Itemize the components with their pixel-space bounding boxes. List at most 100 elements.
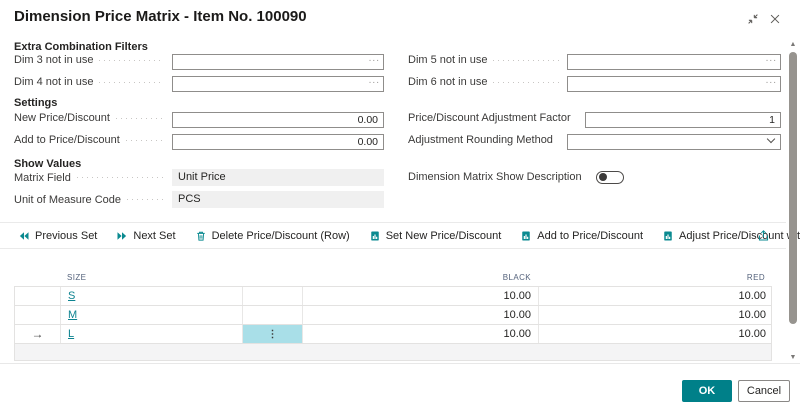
add-to-price-button[interactable]: Add to Price/Discount	[520, 230, 643, 242]
matrix-action-toolbar: Previous Set Next Set Delete Price/Disco…	[0, 222, 800, 249]
previous-set-icon	[19, 231, 29, 240]
collapse-window-icon[interactable]	[746, 12, 760, 26]
cancel-button[interactable]: Cancel	[738, 380, 790, 402]
trash-icon	[196, 231, 205, 241]
add-price-label: Add to Price/Discount	[14, 134, 120, 146]
red-price-cell[interactable]: 10.00	[738, 290, 766, 302]
rounding-method-label: Adjustment Rounding Method	[408, 134, 553, 146]
size-cell[interactable]: S	[61, 287, 243, 305]
dim5-input[interactable]	[567, 54, 781, 70]
new-price-label: New Price/Discount	[14, 112, 110, 124]
table-row-selected: → L ⋮ 10.00 10.00	[15, 325, 771, 344]
rounding-method-select[interactable]	[567, 134, 781, 150]
column-header-size: SIZE	[67, 273, 87, 282]
size-cell[interactable]: M	[61, 306, 243, 324]
field-row-dim3: Dim 3 not in use ...	[14, 52, 384, 70]
field-row-dim5: Dim 5 not in use ...	[408, 52, 781, 70]
dotted-leader	[127, 198, 164, 201]
dim4-input[interactable]	[172, 76, 384, 92]
field-row-dim4: Dim 4 not in use ...	[14, 74, 384, 92]
table-row: M 10.00 10.00	[15, 306, 771, 325]
grid-empty-area	[14, 344, 772, 361]
share-button[interactable]	[757, 229, 770, 242]
menu-cell[interactable]	[243, 306, 303, 324]
field-row-new-price: New Price/Discount	[14, 110, 384, 128]
set-new-price-button[interactable]: Set New Price/Discount	[369, 230, 501, 242]
field-row-uom: Unit of Measure Code PCS	[14, 191, 384, 208]
size-link[interactable]: L	[68, 328, 75, 340]
toggle-knob-icon	[598, 173, 607, 181]
previous-set-button[interactable]: Previous Set	[18, 230, 97, 242]
lookup-ellipsis-icon[interactable]: ...	[368, 75, 380, 86]
lookup-ellipsis-icon[interactable]: ...	[765, 75, 777, 86]
row-selector-cell[interactable]	[15, 306, 61, 324]
report-icon	[522, 231, 531, 240]
lookup-ellipsis-icon[interactable]: ...	[765, 53, 777, 64]
ok-button[interactable]: OK	[682, 380, 732, 402]
dim4-label: Dim 4 not in use	[14, 76, 94, 88]
lookup-ellipsis-icon[interactable]: ...	[368, 53, 380, 64]
delete-price-row-button[interactable]: Delete Price/Discount (Row)	[195, 230, 350, 242]
report-icon	[664, 231, 672, 240]
black-price-cell[interactable]: 10.00	[303, 287, 539, 305]
dim3-label: Dim 3 not in use	[14, 54, 94, 66]
field-row-dim6: Dim 6 not in use ...	[408, 74, 781, 92]
black-price-cell[interactable]: 10.00	[303, 306, 539, 324]
menu-cell[interactable]	[243, 287, 303, 305]
vertical-scrollbar[interactable]: ▲ ▼	[788, 40, 798, 365]
dotted-leader	[99, 81, 164, 83]
scrollbar-thumb[interactable]	[789, 52, 797, 324]
column-header-black: BLACK	[502, 273, 531, 282]
size-link[interactable]: M	[68, 309, 78, 321]
red-price-cell[interactable]: 10.00	[738, 328, 766, 340]
page-title: Dimension Price Matrix - Item No. 100090	[14, 8, 307, 25]
next-set-button[interactable]: Next Set	[116, 230, 176, 242]
black-price-cell[interactable]: 10.00	[303, 325, 539, 343]
new-price-input[interactable]	[172, 112, 384, 128]
uom-label: Unit of Measure Code	[14, 193, 121, 206]
adj-factor-label: Price/Discount Adjustment Factor	[408, 112, 571, 124]
next-set-icon	[117, 231, 127, 240]
dim5-label: Dim 5 not in use	[408, 54, 488, 66]
report-icon	[370, 231, 379, 240]
red-price-cell[interactable]: 10.00	[738, 309, 766, 321]
close-icon[interactable]	[768, 12, 782, 26]
field-row-show-description: Dimension Matrix Show Description	[408, 169, 781, 185]
dotted-leader	[493, 59, 559, 61]
section-extra-combination-filters: Extra Combination Filters	[14, 41, 148, 53]
dotted-leader	[99, 59, 164, 61]
dim6-input[interactable]	[567, 76, 781, 92]
vertical-ellipsis-icon: ⋮	[267, 328, 278, 340]
scroll-down-icon[interactable]: ▼	[789, 354, 797, 361]
add-price-input[interactable]	[172, 134, 384, 150]
field-row-add-price: Add to Price/Discount	[14, 132, 384, 150]
adj-factor-input[interactable]	[584, 112, 781, 128]
matrix-field-label: Matrix Field	[14, 171, 71, 184]
dim3-input[interactable]	[172, 54, 384, 70]
show-description-toggle[interactable]	[595, 170, 624, 184]
section-settings: Settings	[14, 97, 58, 109]
scroll-up-icon[interactable]: ▲	[789, 41, 797, 48]
size-cell[interactable]: L	[61, 325, 243, 343]
show-description-label: Dimension Matrix Show Description	[408, 171, 582, 183]
row-selector-cell[interactable]	[15, 287, 61, 305]
dotted-leader	[493, 81, 559, 83]
field-row-adj-factor: Price/Discount Adjustment Factor	[408, 110, 781, 128]
price-matrix-grid: S 10.00 10.00 M 10.00 10.00 → L ⋮ 10.00 …	[14, 286, 772, 344]
dotted-leader	[125, 139, 164, 141]
table-row: S 10.00 10.00	[15, 287, 771, 306]
size-link[interactable]: S	[68, 290, 76, 302]
field-row-rounding-method: Adjustment Rounding Method	[408, 132, 781, 150]
column-header-red: RED	[746, 273, 765, 282]
selected-menu-cell[interactable]: ⋮	[243, 325, 303, 343]
matrix-field-value: Unit Price	[172, 169, 384, 186]
uom-value: PCS	[172, 191, 384, 208]
dim6-label: Dim 6 not in use	[408, 76, 488, 88]
field-row-matrix-field: Matrix Field Unit Price	[14, 169, 384, 186]
section-show-values: Show Values	[14, 158, 82, 170]
current-row-arrow-icon: →	[31, 327, 44, 341]
share-icon	[758, 230, 769, 241]
row-selector-cell[interactable]: →	[15, 325, 61, 343]
adjust-price-factor-button[interactable]: Adjust Price/Discount with Factor	[662, 230, 800, 242]
dotted-leader	[76, 176, 164, 179]
